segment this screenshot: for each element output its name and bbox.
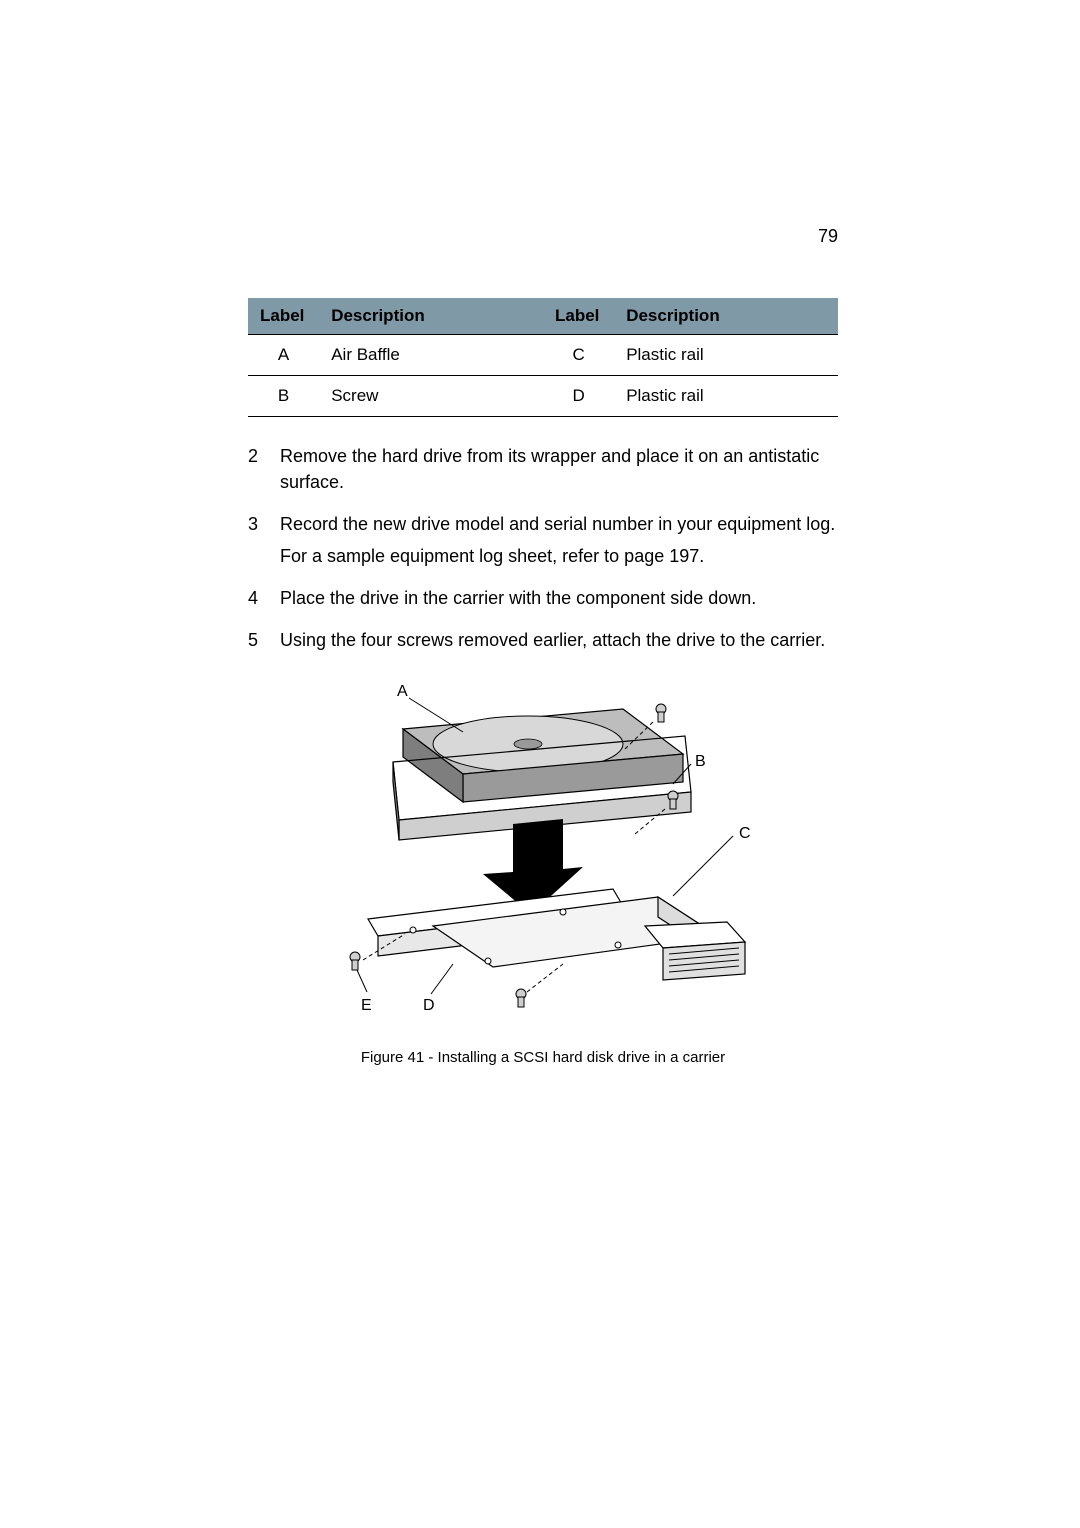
cell-desc: Plastic rail — [614, 376, 838, 417]
figure-41: A B C D E Figure 41 - Installing a SCSI … — [248, 674, 838, 1066]
table-row: A Air Baffle C Plastic rail — [248, 335, 838, 376]
step-body: Using the four screws removed earlier, a… — [280, 627, 838, 659]
step-number: 2 — [248, 443, 280, 501]
cell-desc: Screw — [319, 376, 543, 417]
step-item: 2 Remove the hard drive from its wrapper… — [248, 443, 838, 501]
step-body: Remove the hard drive from its wrapper a… — [280, 443, 838, 501]
step-body: Place the drive in the carrier with the … — [280, 585, 838, 617]
th-label-1: Label — [248, 298, 319, 335]
callout-E: E — [361, 997, 372, 1014]
instruction-steps: 2 Remove the hard drive from its wrapper… — [248, 443, 838, 660]
th-desc-2: Description — [614, 298, 838, 335]
step-text: Place the drive in the carrier with the … — [280, 585, 838, 611]
table-row: B Screw D Plastic rail — [248, 376, 838, 417]
cell-desc: Air Baffle — [319, 335, 543, 376]
step-text: For a sample equipment log sheet, refer … — [280, 543, 838, 569]
table-header-row: Label Description Label Description — [248, 298, 838, 335]
main-content: Label Description Label Description A Ai… — [248, 298, 838, 1066]
cell-label: A — [248, 335, 319, 376]
callout-C: C — [739, 825, 751, 842]
step-number: 5 — [248, 627, 280, 659]
page-content: 79 Label Description Label Description A… — [248, 226, 838, 1066]
cell-label: C — [543, 335, 614, 376]
step-item: 5 Using the four screws removed earlier,… — [248, 627, 838, 659]
hdd-carrier-diagram: A B C D E — [313, 674, 773, 1024]
step-item: 4 Place the drive in the carrier with th… — [248, 585, 838, 617]
cell-label: B — [248, 376, 319, 417]
th-desc-1: Description — [319, 298, 543, 335]
step-body: Record the new drive model and serial nu… — [280, 511, 838, 575]
cell-label: D — [543, 376, 614, 417]
th-label-2: Label — [543, 298, 614, 335]
callout-B: B — [695, 753, 706, 770]
step-number: 4 — [248, 585, 280, 617]
step-text: Remove the hard drive from its wrapper a… — [280, 443, 838, 495]
step-text: Using the four screws removed earlier, a… — [280, 627, 838, 653]
step-item: 3 Record the new drive model and serial … — [248, 511, 838, 575]
cell-desc: Plastic rail — [614, 335, 838, 376]
label-description-table: Label Description Label Description A Ai… — [248, 298, 838, 417]
figure-caption: Figure 41 - Installing a SCSI hard disk … — [248, 1049, 838, 1066]
page-number: 79 — [818, 226, 838, 247]
callout-A: A — [397, 683, 408, 700]
step-number: 3 — [248, 511, 280, 575]
callout-D: D — [423, 997, 435, 1014]
step-text: Record the new drive model and serial nu… — [280, 511, 838, 537]
